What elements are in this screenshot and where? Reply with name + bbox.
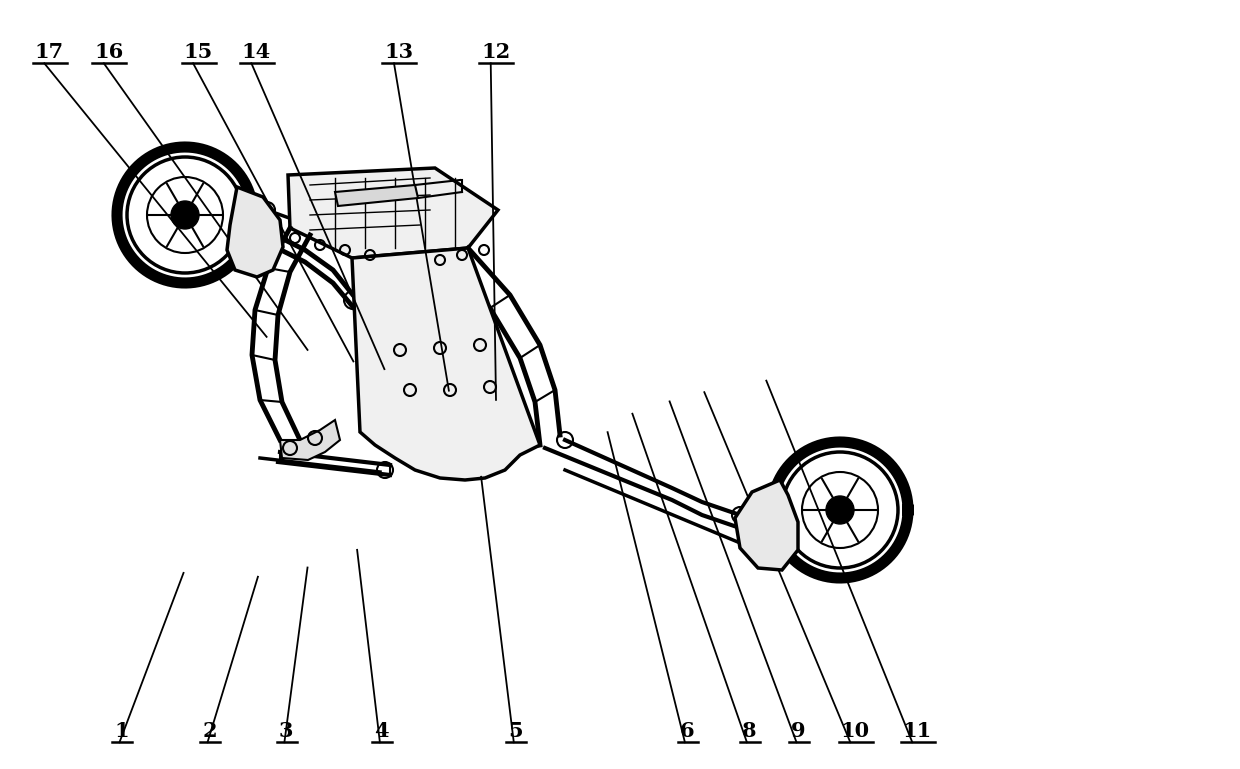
Polygon shape — [735, 480, 799, 570]
Text: 3: 3 — [279, 721, 294, 741]
Text: 13: 13 — [384, 42, 413, 62]
Text: 4: 4 — [374, 721, 389, 741]
Circle shape — [779, 532, 791, 544]
Text: 6: 6 — [680, 721, 694, 741]
Text: 9: 9 — [791, 721, 806, 741]
Text: 14: 14 — [242, 42, 272, 62]
Text: 17: 17 — [35, 42, 63, 62]
Circle shape — [826, 496, 854, 524]
Polygon shape — [280, 420, 340, 460]
Polygon shape — [335, 185, 418, 206]
Text: 8: 8 — [742, 721, 756, 741]
Circle shape — [171, 201, 198, 229]
Polygon shape — [288, 168, 498, 258]
Polygon shape — [352, 248, 539, 480]
Text: 1: 1 — [114, 721, 129, 741]
Text: 5: 5 — [508, 721, 523, 741]
Polygon shape — [227, 187, 283, 277]
Circle shape — [234, 239, 246, 251]
Text: 16: 16 — [94, 42, 124, 62]
Text: 11: 11 — [903, 721, 932, 741]
Text: 10: 10 — [841, 721, 869, 741]
Text: 15: 15 — [184, 42, 213, 62]
Text: 2: 2 — [202, 721, 217, 741]
Text: 12: 12 — [481, 42, 511, 62]
